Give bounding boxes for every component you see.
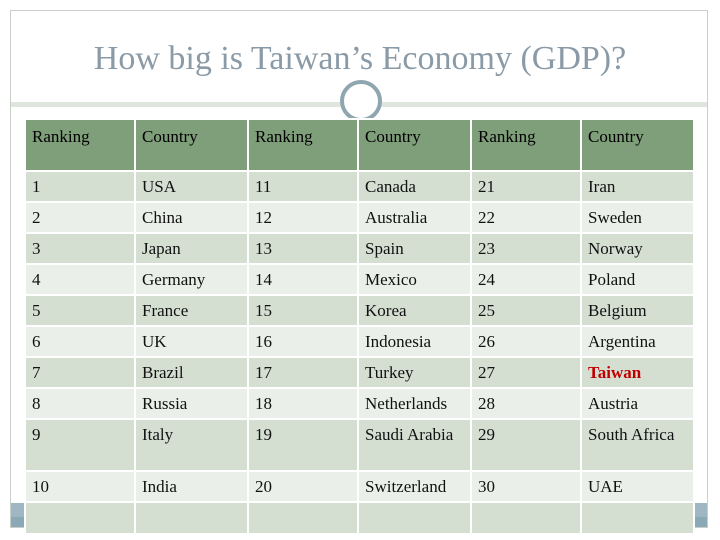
table-cell: Saudi Arabia: [357, 418, 472, 472]
table-cell: 22: [470, 201, 582, 234]
table-row: 7 Brazil 17 Turkey 27 Taiwan: [24, 356, 695, 389]
table-cell: Sweden: [580, 201, 695, 234]
table-cell: 15: [247, 294, 359, 327]
table-cell: USA: [134, 170, 249, 203]
table-cell: [357, 501, 472, 535]
table-cell: 6: [24, 325, 136, 358]
table-cell: 14: [247, 263, 359, 296]
table-cell: 11: [247, 170, 359, 203]
table-cell: Austria: [580, 387, 695, 420]
table-cell: UK: [134, 325, 249, 358]
table-cell: India: [134, 470, 249, 503]
table-cell: Mexico: [357, 263, 472, 296]
table-cell: UAE: [580, 470, 695, 503]
table-cell: 18: [247, 387, 359, 420]
table-row: 4 Germany 14 Mexico 24 Poland: [24, 263, 695, 296]
table-row-empty: [24, 501, 695, 535]
table-cell: Korea: [357, 294, 472, 327]
table-row: 8 Russia 18 Netherlands 28 Austria: [24, 387, 695, 420]
table-cell: Japan: [134, 232, 249, 265]
table-cell: Switzerland: [357, 470, 472, 503]
table-cell: Indonesia: [357, 325, 472, 358]
table-cell: 23: [470, 232, 582, 265]
circle-ornament-icon: [340, 80, 382, 122]
table-cell: Poland: [580, 263, 695, 296]
table-row: 10 India 20 Switzerland 30 UAE: [24, 470, 695, 503]
table-cell: 28: [470, 387, 582, 420]
table-cell: China: [134, 201, 249, 234]
highlighted-country-cell: Taiwan: [580, 356, 695, 389]
table-cell: 1: [24, 170, 136, 203]
table-row: 6 UK 16 Indonesia 26 Argentina: [24, 325, 695, 358]
table-cell: South Africa: [580, 418, 695, 472]
table-cell: [470, 501, 582, 535]
table-cell: 29: [470, 418, 582, 472]
table-cell: Germany: [134, 263, 249, 296]
table-cell: 13: [247, 232, 359, 265]
table-cell: Turkey: [357, 356, 472, 389]
table-cell: 12: [247, 201, 359, 234]
table-cell: [24, 501, 136, 535]
table-cell: 16: [247, 325, 359, 358]
table-cell: [580, 501, 695, 535]
table-row: 1 USA 11 Canada 21 Iran: [24, 170, 695, 203]
header-ranking: Ranking: [470, 118, 582, 172]
table-cell: Argentina: [580, 325, 695, 358]
table-cell: Spain: [357, 232, 472, 265]
table-cell: Brazil: [134, 356, 249, 389]
table-cell: Norway: [580, 232, 695, 265]
table-cell: Iran: [580, 170, 695, 203]
header-ranking: Ranking: [24, 118, 136, 172]
table-cell: 9: [24, 418, 136, 472]
table-cell: 26: [470, 325, 582, 358]
table-row: 5 France 15 Korea 25 Belgium: [24, 294, 695, 327]
table-row: 3 Japan 13 Spain 23 Norway: [24, 232, 695, 265]
table-cell: Australia: [357, 201, 472, 234]
header-ranking: Ranking: [247, 118, 359, 172]
header-country: Country: [580, 118, 695, 172]
table-cell: 4: [24, 263, 136, 296]
table-cell: 25: [470, 294, 582, 327]
table-row: 9 Italy 19 Saudi Arabia 29 South Africa: [24, 418, 695, 472]
table-cell: Netherlands: [357, 387, 472, 420]
table-header-row: Ranking Country Ranking Country Ranking …: [24, 118, 695, 172]
table-cell: 7: [24, 356, 136, 389]
table-cell: Russia: [134, 387, 249, 420]
table-cell: 24: [470, 263, 582, 296]
table-cell: 20: [247, 470, 359, 503]
table-cell: 19: [247, 418, 359, 472]
table-cell: 8: [24, 387, 136, 420]
gdp-ranking-table: Ranking Country Ranking Country Ranking …: [24, 118, 695, 535]
table-cell: 27: [470, 356, 582, 389]
slide-title: How big is Taiwan’s Economy (GDP)?: [93, 40, 627, 77]
table-cell: Canada: [357, 170, 472, 203]
table-cell: 10: [24, 470, 136, 503]
table-cell: Italy: [134, 418, 249, 472]
table-cell: 30: [470, 470, 582, 503]
table-cell: France: [134, 294, 249, 327]
table-cell: 3: [24, 232, 136, 265]
table-cell: 21: [470, 170, 582, 203]
table-cell: 17: [247, 356, 359, 389]
table-cell: 2: [24, 201, 136, 234]
header-country: Country: [134, 118, 249, 172]
table-row: 2 China 12 Australia 22 Sweden: [24, 201, 695, 234]
table-cell: Belgium: [580, 294, 695, 327]
table-cell: [134, 501, 249, 535]
header-country: Country: [357, 118, 472, 172]
table-cell: [247, 501, 359, 535]
table-cell: 5: [24, 294, 136, 327]
